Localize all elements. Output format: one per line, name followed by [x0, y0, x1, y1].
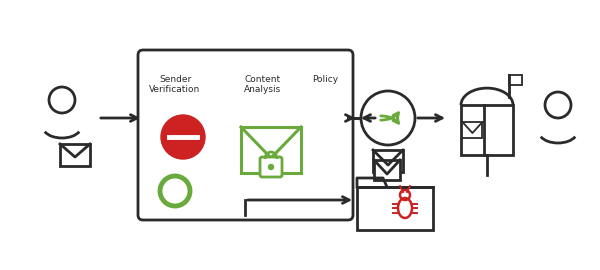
- FancyBboxPatch shape: [357, 187, 433, 230]
- FancyBboxPatch shape: [461, 105, 513, 155]
- Text: Policy: Policy: [312, 75, 338, 84]
- Circle shape: [269, 164, 274, 170]
- Text: Sender
Verification: Sender Verification: [149, 75, 200, 94]
- FancyBboxPatch shape: [60, 144, 90, 166]
- FancyBboxPatch shape: [509, 75, 522, 85]
- FancyBboxPatch shape: [463, 122, 482, 138]
- FancyBboxPatch shape: [374, 160, 400, 180]
- Text: Content
Analysis: Content Analysis: [244, 75, 281, 94]
- FancyBboxPatch shape: [138, 50, 353, 220]
- FancyBboxPatch shape: [260, 157, 282, 177]
- FancyBboxPatch shape: [373, 150, 403, 172]
- Circle shape: [161, 115, 205, 159]
